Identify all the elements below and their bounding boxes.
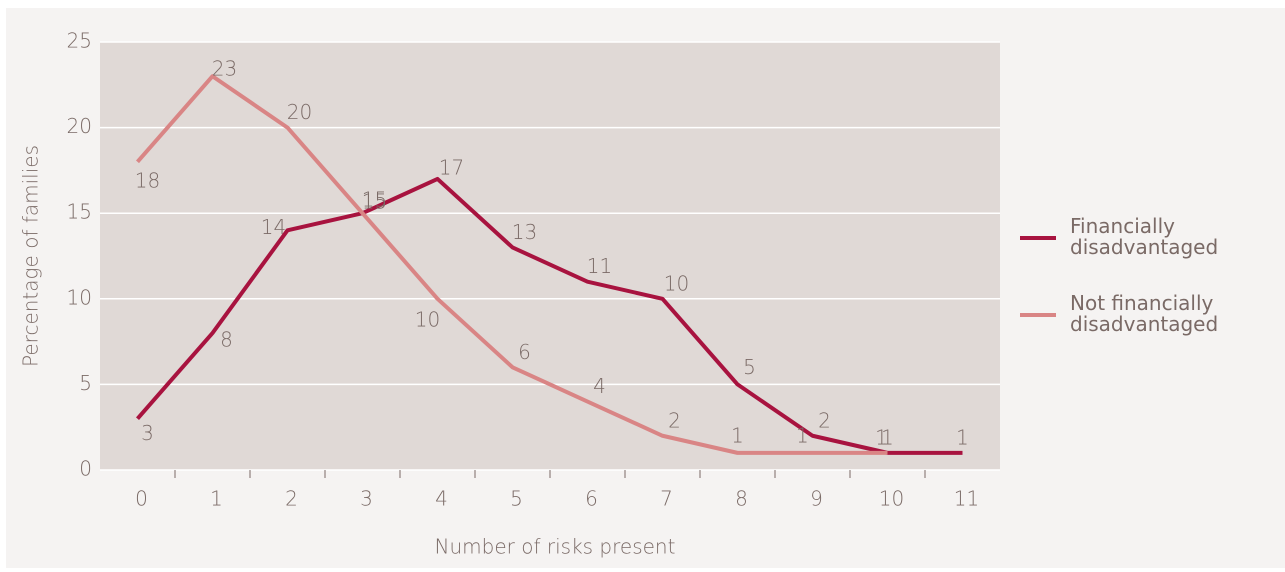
data-label: 3 (141, 421, 154, 445)
data-label: 23 (212, 57, 237, 81)
y-tick-label: 10 (67, 285, 92, 309)
x-tick-label: 0 (135, 487, 148, 511)
x-tick-label: 8 (735, 487, 748, 511)
x-tick-label: 1 (210, 487, 223, 511)
x-tick-label: 3 (360, 487, 373, 511)
y-tick-label: 25 (67, 29, 92, 53)
data-label: 15 (362, 190, 387, 214)
legend-label: Not financially disadvantaged (1070, 291, 1219, 336)
data-label: 1 (796, 423, 809, 447)
y-tick-label: 20 (67, 114, 92, 138)
series-line (135, 74, 888, 455)
data-label: 2 (668, 408, 681, 432)
data-label: 11 (587, 254, 612, 278)
x-tick-label: 11 (954, 487, 979, 511)
data-label: 10 (664, 271, 689, 295)
data-label: 1 (875, 425, 888, 449)
legend-label: Financially disadvantaged (1070, 214, 1219, 259)
data-label: 10 (415, 307, 440, 331)
y-tick-label: 0 (79, 457, 92, 481)
data-label: 13 (512, 220, 537, 244)
data-label: 14 (261, 215, 286, 239)
data-label: 2 (818, 408, 831, 432)
data-label: 8 (220, 328, 233, 352)
data-label: 1 (956, 425, 969, 449)
x-tick-label: 7 (660, 487, 673, 511)
data-label: 4 (593, 374, 606, 398)
x-tick-label: 2 (285, 487, 298, 511)
x-tick-label: 10 (879, 487, 904, 511)
data-label: 6 (518, 340, 531, 364)
x-tick-label: 5 (510, 487, 523, 511)
data-label: 1 (881, 425, 894, 449)
series-line (135, 176, 963, 455)
data-label: 1 (731, 423, 744, 447)
x-axis-title: Number of risks present (435, 535, 676, 559)
x-tick-label: 6 (585, 487, 598, 511)
y-axis-title: Percentage of families (19, 145, 43, 367)
data-label: 5 (743, 355, 756, 379)
y-tick-label: 15 (67, 200, 92, 224)
x-tick-label: 4 (435, 487, 448, 511)
data-label: 20 (287, 100, 312, 124)
plot-area (100, 42, 1000, 470)
x-tick-label: 9 (810, 487, 823, 511)
y-tick-label: 5 (79, 371, 92, 395)
data-label: 17 (439, 155, 464, 179)
data-label: 15 (362, 188, 387, 212)
data-label: 18 (135, 168, 160, 192)
